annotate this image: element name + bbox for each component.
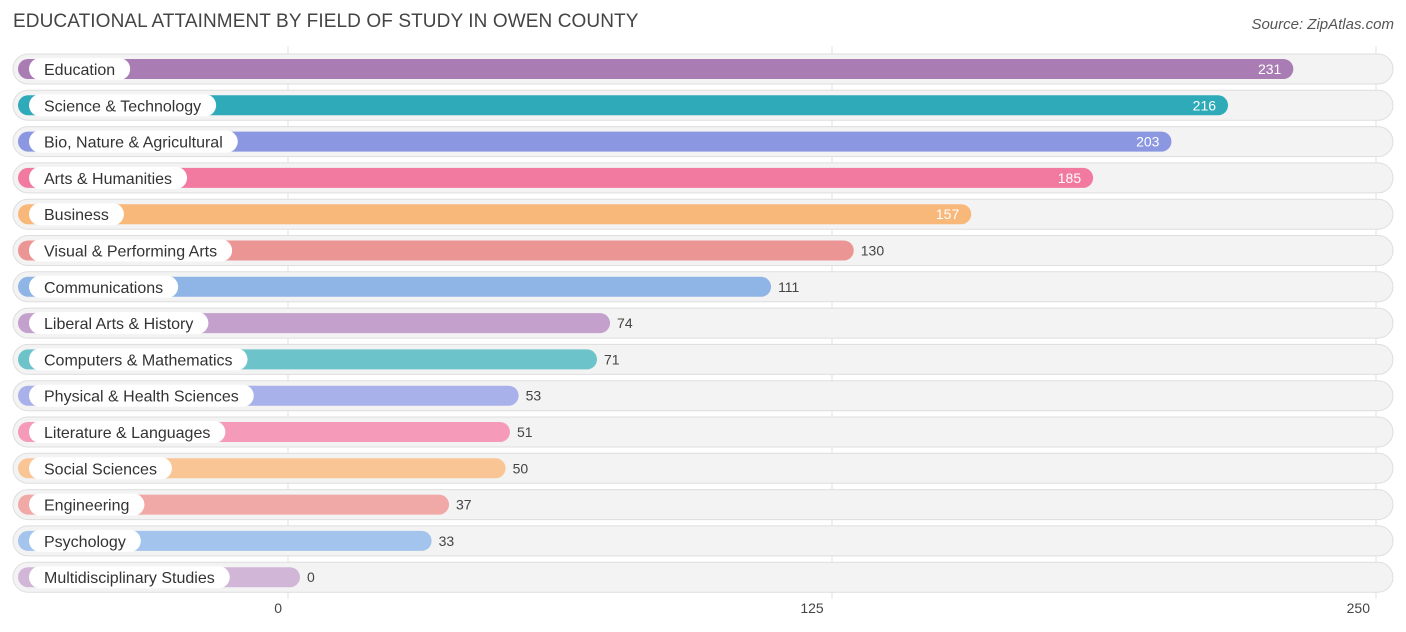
tick-label: 250 (1347, 600, 1371, 616)
value-label: 51 (517, 424, 533, 440)
value-label: 157 (936, 206, 960, 222)
category-label: Literature & Languages (44, 425, 210, 442)
value-label: 216 (1193, 97, 1217, 113)
category-label-pill (29, 312, 209, 335)
category-label-pill (29, 130, 238, 153)
value-label: 74 (617, 315, 633, 331)
bar (18, 95, 1229, 116)
category-label: Education (44, 62, 115, 79)
value-label: 203 (1136, 134, 1160, 150)
category-label-pill (29, 421, 226, 443)
category-label-pill (29, 529, 141, 552)
row-track (12, 561, 1394, 593)
category-label-pill (29, 493, 145, 516)
value-label: 71 (604, 351, 620, 367)
category-label-pill (29, 166, 188, 189)
category-label: Physical & Health Sciences (44, 389, 239, 406)
value-label: 50 (513, 460, 529, 476)
category-label: Bio, Nature & Agricultural (44, 135, 223, 152)
category-label-pill (29, 275, 179, 298)
value-label: 0 (307, 569, 315, 585)
value-label: 37 (456, 497, 472, 513)
category-label: Arts & Humanities (44, 171, 172, 188)
category-label: Computers & Mathematics (44, 352, 233, 369)
bar (18, 204, 972, 225)
value-label: 111 (778, 279, 799, 295)
category-label-pill (29, 94, 217, 117)
value-label: 231 (1258, 61, 1282, 77)
category-label-pill (29, 348, 248, 371)
category-label-pill (29, 58, 131, 80)
chart-source: Source: ZipAtlas.com (1251, 16, 1394, 33)
bar (18, 167, 1094, 188)
category-label: Science & Technology (44, 98, 201, 115)
category-label: Psychology (44, 534, 126, 551)
bar (18, 131, 1172, 152)
category-label: Multidisciplinary Studies (44, 570, 215, 587)
chart-title: EDUCATIONAL ATTAINMENT BY FIELD OF STUDY… (13, 11, 639, 32)
category-label: Engineering (44, 498, 129, 515)
value-label: 130 (861, 243, 885, 259)
tick-label: 0 (274, 600, 282, 616)
category-label-pill (29, 203, 124, 226)
bar (18, 59, 1294, 79)
category-label: Communications (44, 280, 163, 297)
chart-rows: Education 231 Science & Technology 216 Bio, … (12, 53, 1394, 593)
tick-label: 125 (800, 600, 824, 616)
category-label: Business (44, 207, 109, 224)
category-label: Social Sciences (44, 461, 157, 478)
category-label-pill (29, 239, 233, 262)
value-label: 53 (526, 388, 542, 404)
value-label: 33 (439, 533, 455, 549)
category-label-pill (29, 457, 172, 480)
bar (18, 276, 772, 297)
x-axis-ticks: 0 125 250 (274, 600, 1370, 616)
category-label-pill (29, 384, 254, 407)
category-label-pill (29, 566, 230, 589)
category-label: Visual & Performing Arts (44, 244, 217, 261)
category-label: Liberal Arts & History (44, 316, 193, 333)
value-label: 185 (1058, 170, 1082, 186)
